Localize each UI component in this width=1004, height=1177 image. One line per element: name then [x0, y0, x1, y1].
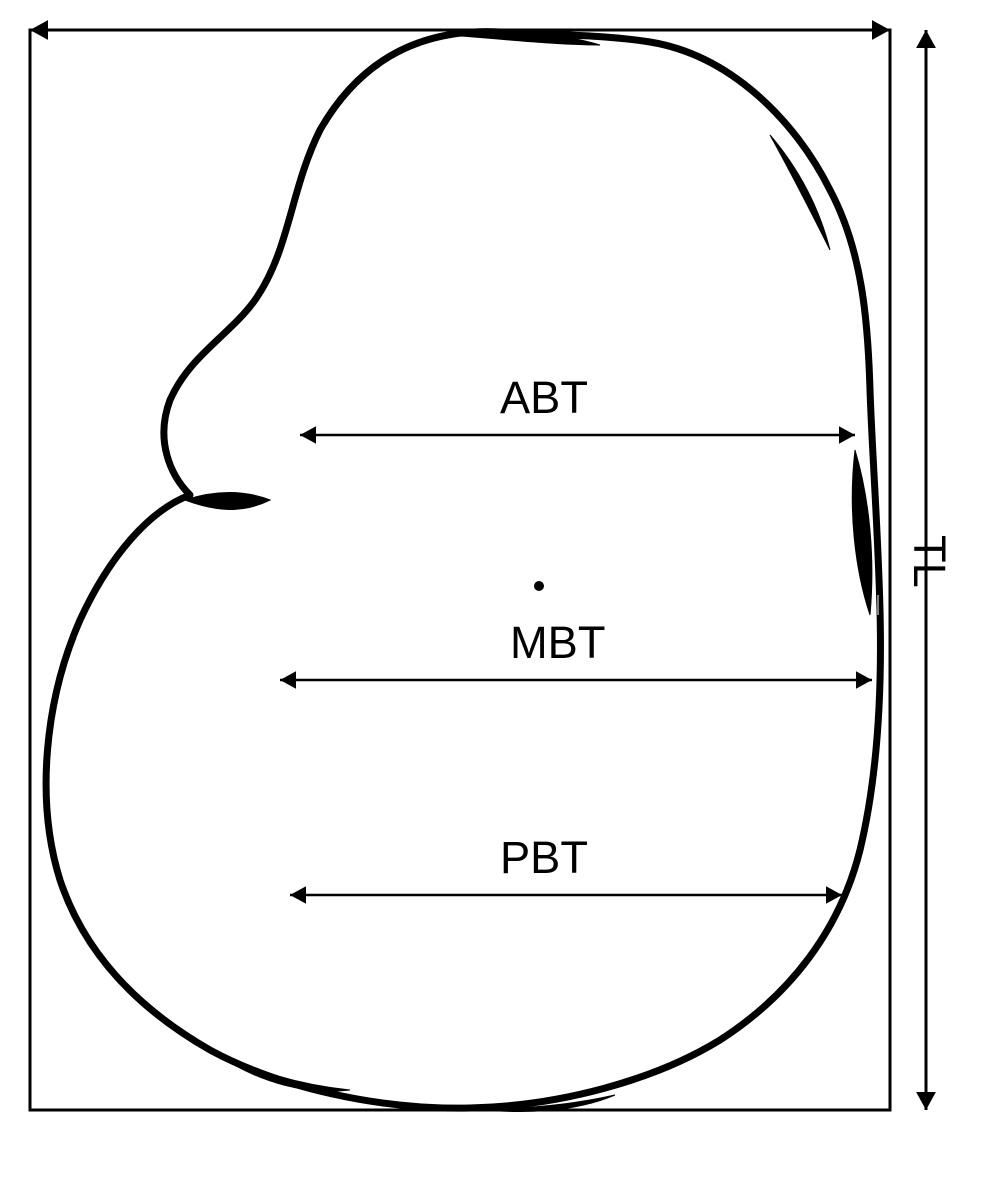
- mbt-label: MBT: [510, 617, 605, 669]
- pbt-label: PBT: [500, 832, 588, 884]
- tl-label: TL: [903, 535, 955, 588]
- diagram-canvas: ABT MBT PBT TL: [0, 0, 1004, 1177]
- abt-label: ABT: [500, 372, 588, 424]
- diagram-svg: [0, 0, 1004, 1177]
